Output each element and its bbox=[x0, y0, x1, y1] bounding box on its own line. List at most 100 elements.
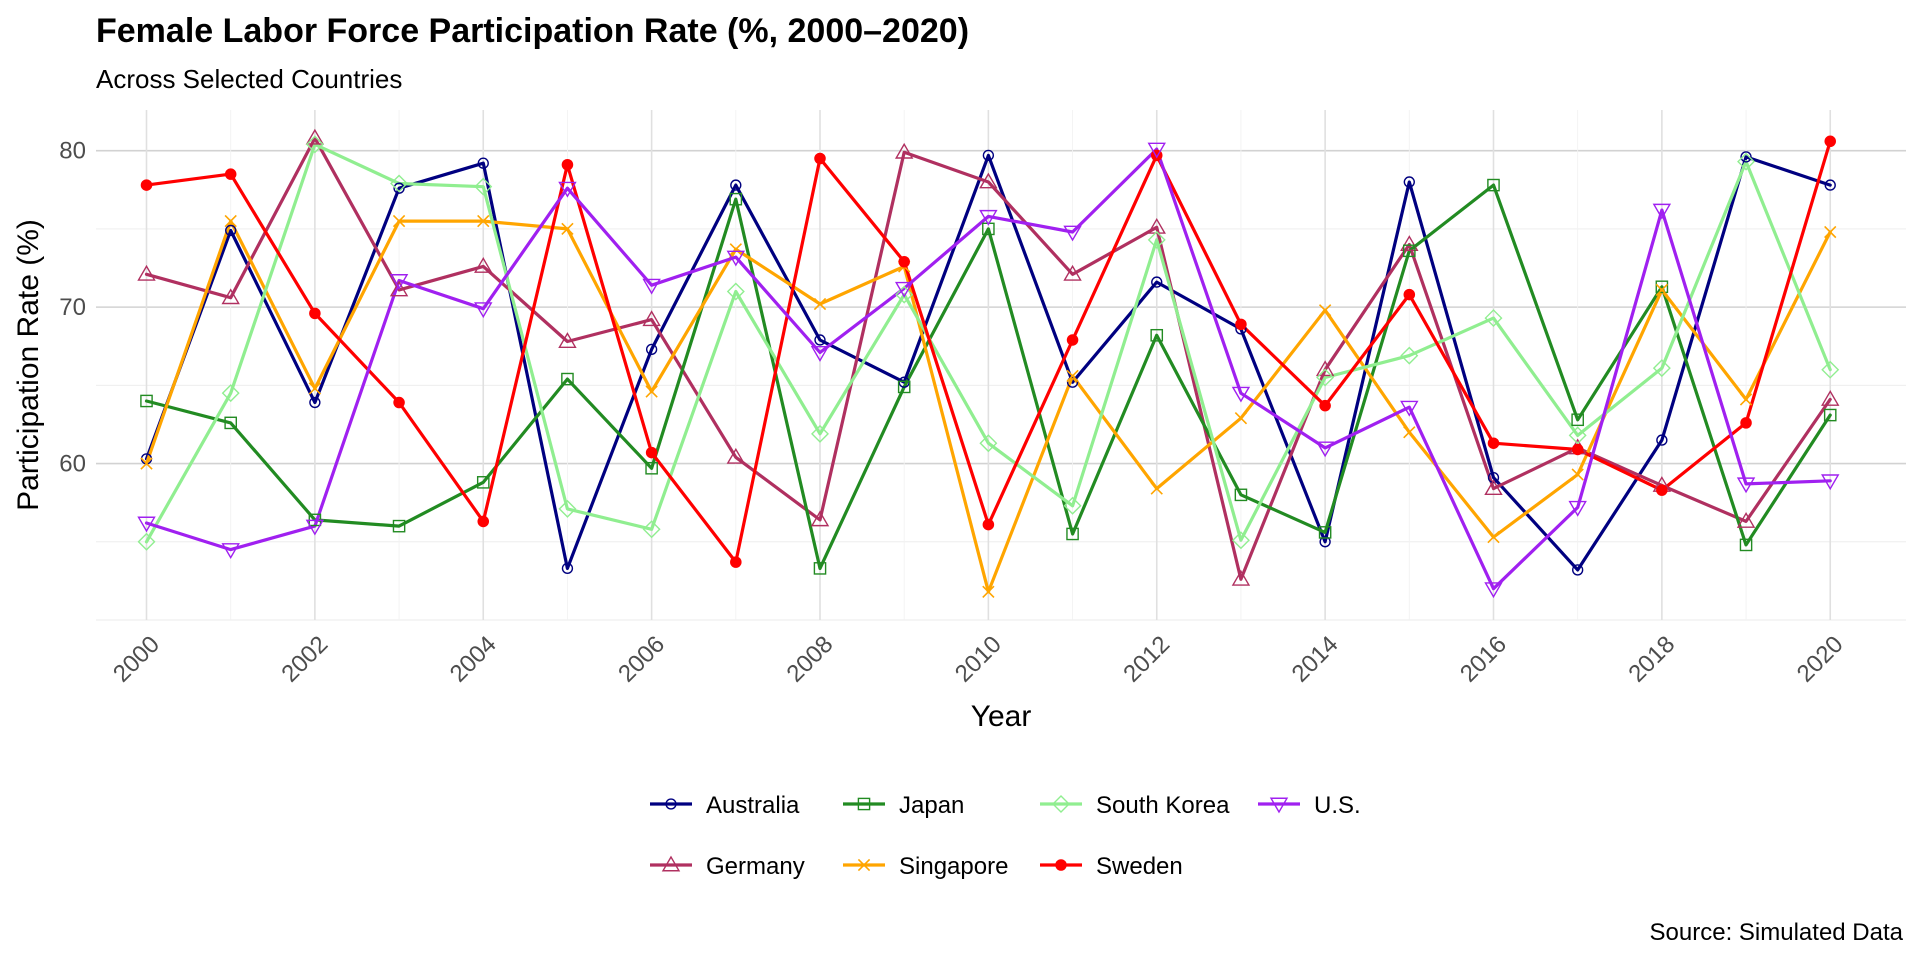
data-point-sweden bbox=[1319, 399, 1331, 412]
data-point-japan bbox=[1655, 280, 1669, 294]
data-point-germany bbox=[389, 280, 409, 297]
data-point-japan bbox=[392, 519, 406, 533]
data-point-singapore bbox=[1403, 426, 1416, 439]
data-point-u-s bbox=[1231, 386, 1251, 403]
data-point-japan bbox=[224, 416, 237, 430]
legend-marker-germany bbox=[661, 855, 681, 872]
legend-marker-australia bbox=[665, 798, 677, 810]
data-point-u-s bbox=[1652, 203, 1672, 220]
x-tick-label: 2018 bbox=[1623, 631, 1680, 688]
data-point-australia bbox=[1487, 471, 1500, 484]
data-point-germany bbox=[474, 257, 493, 273]
y-tick-label: 80 bbox=[59, 138, 86, 165]
data-point-sweden bbox=[1824, 135, 1836, 148]
data-point-singapore bbox=[1824, 225, 1837, 239]
data-point-sweden bbox=[140, 179, 153, 191]
data-point-sweden bbox=[309, 307, 321, 320]
data-point-germany bbox=[137, 264, 156, 281]
data-point-japan bbox=[476, 476, 490, 489]
data-point-south-korea bbox=[1652, 359, 1671, 378]
x-tick-label: 2014 bbox=[1287, 631, 1344, 688]
data-point-u-s bbox=[1736, 477, 1756, 494]
legend-label-u-s: U.S. bbox=[1314, 792, 1361, 819]
data-point-south-korea bbox=[1147, 230, 1166, 249]
data-point-u-s bbox=[1400, 400, 1419, 417]
data-point-sweden bbox=[898, 255, 910, 268]
data-point-sweden bbox=[982, 518, 995, 531]
data-point-australia bbox=[561, 562, 574, 575]
data-point-australia bbox=[1066, 376, 1079, 388]
data-point-south-korea bbox=[979, 434, 998, 453]
series-line-u-s bbox=[144, 147, 1832, 591]
legend-item-sweden: Sweden bbox=[1040, 853, 1183, 880]
legend-item-south-korea: South Korea bbox=[1040, 792, 1230, 819]
x-tick-label: 2020 bbox=[1792, 631, 1849, 688]
data-point-japan bbox=[645, 461, 658, 475]
data-point-sweden bbox=[224, 168, 237, 180]
x-tick-label: 2008 bbox=[782, 631, 839, 688]
data-point-germany bbox=[810, 510, 830, 527]
data-point-australia bbox=[645, 343, 658, 356]
data-point-australia bbox=[477, 157, 489, 169]
data-point-south-korea bbox=[1484, 309, 1503, 328]
data-point-japan bbox=[561, 372, 574, 386]
data-point-singapore bbox=[140, 457, 153, 470]
data-point-singapore bbox=[1150, 482, 1163, 495]
series-line-australia bbox=[144, 153, 1832, 572]
data-point-u-s bbox=[1821, 474, 1840, 491]
data-point-japan bbox=[1066, 527, 1079, 541]
data-point-singapore bbox=[308, 382, 322, 395]
legend-marker-japan bbox=[857, 797, 871, 811]
data-point-south-korea bbox=[558, 499, 577, 518]
data-point-singapore bbox=[224, 214, 237, 228]
data-point-germany bbox=[1063, 264, 1082, 281]
legend-label-japan: Japan bbox=[899, 792, 964, 819]
data-point-u-s bbox=[558, 181, 577, 198]
data-point-japan bbox=[1487, 178, 1500, 192]
data-point-south-korea bbox=[1063, 496, 1082, 515]
data-point-japan bbox=[897, 380, 911, 394]
data-point-u-s bbox=[810, 346, 830, 362]
data-point-south-korea bbox=[474, 177, 493, 196]
legend-item-australia: Australia bbox=[650, 792, 800, 819]
legend-marker-south-korea bbox=[1052, 795, 1070, 813]
x-tick-label: 2000 bbox=[108, 631, 165, 688]
x-tick-label: 2002 bbox=[276, 631, 333, 688]
data-point-japan bbox=[813, 562, 827, 575]
series-line-japan bbox=[144, 183, 1832, 571]
data-point-australia bbox=[393, 182, 405, 194]
data-point-australia bbox=[309, 396, 321, 409]
data-point-japan bbox=[1823, 408, 1837, 422]
data-point-south-korea bbox=[305, 135, 324, 154]
data-point-singapore bbox=[1655, 283, 1669, 297]
data-point-sweden bbox=[561, 158, 574, 171]
legend-marker-u-s bbox=[1269, 797, 1289, 814]
data-point-germany bbox=[305, 128, 325, 145]
data-point-australia bbox=[982, 149, 995, 162]
x-tick-label: 2004 bbox=[445, 631, 502, 688]
y-axis-title: Participation Rate (%) bbox=[12, 219, 45, 511]
chart-caption: Source: Simulated Data bbox=[1650, 919, 1904, 946]
data-point-germany bbox=[1821, 390, 1840, 406]
data-point-u-s bbox=[1568, 500, 1587, 517]
data-point-japan bbox=[729, 192, 743, 206]
data-point-south-korea bbox=[642, 520, 661, 539]
data-point-germany bbox=[979, 172, 998, 189]
legend-item-germany: Germany bbox=[650, 853, 805, 880]
data-point-australia bbox=[1824, 179, 1836, 191]
data-point-germany bbox=[221, 288, 240, 305]
data-point-germany bbox=[1736, 512, 1756, 528]
chart-subtitle: Across Selected Countries bbox=[96, 64, 402, 94]
data-point-singapore bbox=[392, 214, 406, 228]
legend-label-sweden: Sweden bbox=[1096, 853, 1183, 880]
data-point-australia bbox=[1572, 564, 1584, 576]
data-point-south-korea bbox=[811, 424, 829, 443]
series-markers bbox=[137, 128, 1840, 599]
data-point-singapore bbox=[982, 585, 995, 599]
series-line-south-korea bbox=[144, 142, 1832, 544]
data-point-u-s bbox=[389, 274, 409, 290]
legend-item-singapore: Singapore bbox=[843, 853, 1008, 880]
y-axis-ticks: 60 70 80 bbox=[59, 138, 86, 478]
data-point-germany bbox=[726, 447, 746, 464]
